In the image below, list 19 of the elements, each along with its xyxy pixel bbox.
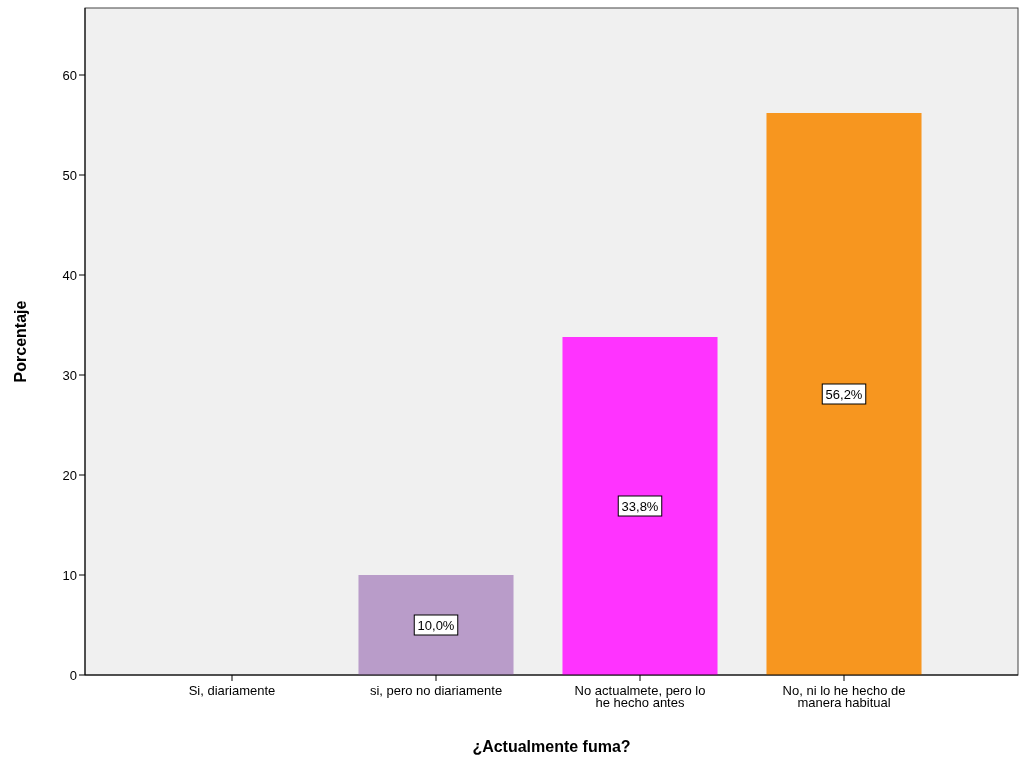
y-tick-label: 20 [62,468,77,483]
x-tick-label: No actualmete, pero lo he hecho antes [574,683,706,710]
y-axis-title: Porcentaje [12,300,29,383]
y-tick-label: 60 [62,68,77,83]
y-tick-label: 30 [62,368,77,383]
x-axis-title: ¿Actualmente fuma? [472,738,631,755]
x-tick-label: Si, diariamente [188,683,276,698]
data-label: 10,0% [417,618,455,633]
bar [358,575,514,675]
x-tick-label: No, ni lo he hecho de manera habitual [782,683,906,710]
y-tick-label: 10 [62,568,77,583]
data-label: 33,8% [621,499,659,514]
y-tick-label: 40 [62,268,77,283]
bar [766,113,922,675]
bar [562,337,718,675]
y-tick-label: 0 [69,668,77,683]
data-label: 56,2% [825,387,863,402]
x-tick-label: si, pero no diariamente [369,683,503,698]
y-tick-label: 50 [62,168,77,183]
